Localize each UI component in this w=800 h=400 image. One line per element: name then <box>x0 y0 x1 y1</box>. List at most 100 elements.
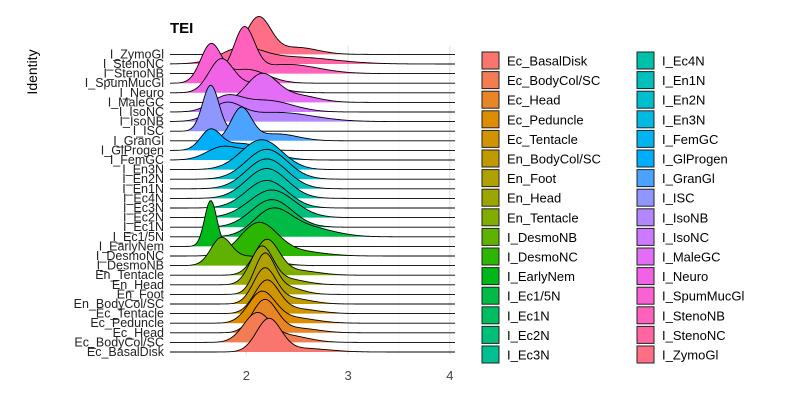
ridge-outline <box>170 298 455 334</box>
legend-item: I_Neuro <box>636 267 708 286</box>
legend: Ec_BasalDisk Ec_BodyCol/SC Ec_Head Ec_Pedun… <box>481 51 744 364</box>
legend-item: En_BodyCol/SC <box>481 149 601 168</box>
ridges <box>169 15 455 353</box>
legend-key <box>636 325 655 344</box>
legend-label: En_BodyCol/SC <box>507 152 601 167</box>
y-tick-label: I_MaleGC <box>108 95 164 109</box>
y-tick-label: I_GranGl <box>113 134 164 148</box>
ridge-outline <box>170 252 455 295</box>
legend-item: En_Head <box>481 188 561 207</box>
legend-label: I_DesmoNC <box>507 250 578 265</box>
y-tick-label: I_ZymoGl <box>110 47 164 61</box>
legend-label: I_Ec2N <box>507 328 550 343</box>
ridge-outline <box>170 238 455 276</box>
legend-item: I_IsoNB <box>636 208 708 227</box>
y-tick-label: I_En1N <box>122 182 164 196</box>
ridge-fill <box>170 26 455 74</box>
ridge-ec-tentacle <box>170 279 455 315</box>
y-tick-label: I_IsoNC <box>119 105 164 119</box>
ridge-outline <box>170 139 455 171</box>
legend-item: I_StenoNC <box>636 325 726 344</box>
legend-item: En_Foot <box>481 169 557 188</box>
legend-item: I_GlProgen <box>636 149 728 168</box>
ridge-i-earlynem <box>170 199 455 247</box>
y-tick-label: I_Ec3N <box>123 201 164 215</box>
ridge-en-tentacle <box>170 238 455 276</box>
legend-key <box>481 286 500 305</box>
y-tick-label: Ec_Head <box>113 326 164 340</box>
legend-key <box>481 345 500 364</box>
legend-label: Ec_BasalDisk <box>507 54 588 69</box>
ridge-i-en2n <box>170 148 455 180</box>
legend-key <box>636 71 655 90</box>
ridge-en-head <box>170 245 455 286</box>
legend-item: Ec_Head <box>481 90 560 109</box>
x-tick-label: 3 <box>345 368 352 383</box>
legend-key <box>481 267 500 286</box>
ridge-fill <box>170 85 455 132</box>
ridge-ec-peduncle <box>170 290 455 324</box>
ridge-outline <box>170 236 455 267</box>
y-tick-label: En_Head <box>112 278 164 292</box>
ridge-fill <box>170 107 455 141</box>
legend-key <box>636 51 655 70</box>
legend-key <box>481 247 500 266</box>
ridge-outline <box>170 128 455 151</box>
ridge-fill <box>170 200 455 247</box>
ridge-outline <box>170 189 455 219</box>
legend-key <box>636 267 655 286</box>
legend-label: I_ISC <box>662 191 695 206</box>
legend-key <box>636 306 655 325</box>
y-tick-label: I_ISC <box>133 124 164 138</box>
y-tick-label: En_Tentacle <box>95 268 164 282</box>
legend-item: Ec_BodyCol/SC <box>481 71 600 90</box>
ridge-fill <box>170 158 455 189</box>
y-tick-label: I_GlProgen <box>101 143 164 157</box>
legend-item: I_Ec4N <box>636 51 705 70</box>
legend-key <box>636 90 655 109</box>
legend-key <box>481 208 500 227</box>
legend-item: I_MaleGC <box>636 247 721 266</box>
x-tick-label: 2 <box>243 368 250 383</box>
ridge-fill <box>170 73 455 103</box>
ridge-outline <box>170 158 455 190</box>
ridge-fill <box>170 222 455 256</box>
ridge-outline <box>170 168 455 199</box>
legend-label: I_Ec3N <box>507 348 550 363</box>
legend-label: I_Ec1/5N <box>507 289 560 304</box>
legend-item: Ec_Tentacle <box>481 129 578 148</box>
legend-key <box>481 169 500 188</box>
legend-item: I_FemGC <box>636 129 718 148</box>
ridge-ec-bodycol-sc <box>170 312 455 343</box>
legend-item: I_SpumMucGl <box>636 286 744 305</box>
legend-label: I_En1N <box>662 73 705 88</box>
ridge-outline <box>170 290 455 324</box>
y-tick-label: I_Ec1N <box>123 220 164 234</box>
ridge-i-glprogen <box>170 128 455 151</box>
legend-item: I_En2N <box>636 90 705 109</box>
y-tick-label: I_IsoNB <box>120 115 164 129</box>
y-tick-label: I_DesmoNC <box>96 249 164 263</box>
y-tick-label: Ec_Peduncle <box>90 316 164 330</box>
legend-label: I_Neuro <box>662 269 708 284</box>
y-tick-label: I_StenoNB <box>104 67 164 81</box>
ridge-fill <box>170 237 455 266</box>
y-tick-label: I_EarlyNem <box>99 239 164 253</box>
legend-label: Ec_BodyCol/SC <box>507 73 600 88</box>
ridge-fill <box>170 180 455 208</box>
legend-label: I_IsoNB <box>662 210 708 225</box>
y-tick-label: I_Ec1/5N <box>113 230 164 244</box>
legend-key <box>636 169 655 188</box>
ridge-fill <box>170 149 455 180</box>
legend-key <box>481 149 500 168</box>
legend-key <box>481 227 500 246</box>
legend-item: I_IsoNC <box>636 227 709 246</box>
x-tick-label: 4 <box>446 368 453 383</box>
legend-label: I_EarlyNem <box>507 269 575 284</box>
legend-label: En_Head <box>507 191 561 206</box>
ridge-fill <box>170 43 455 84</box>
legend-key <box>481 129 500 148</box>
legend-key <box>636 188 655 207</box>
ridge-i-neuro <box>170 58 455 94</box>
y-tick-label: I_En2N <box>122 172 164 186</box>
